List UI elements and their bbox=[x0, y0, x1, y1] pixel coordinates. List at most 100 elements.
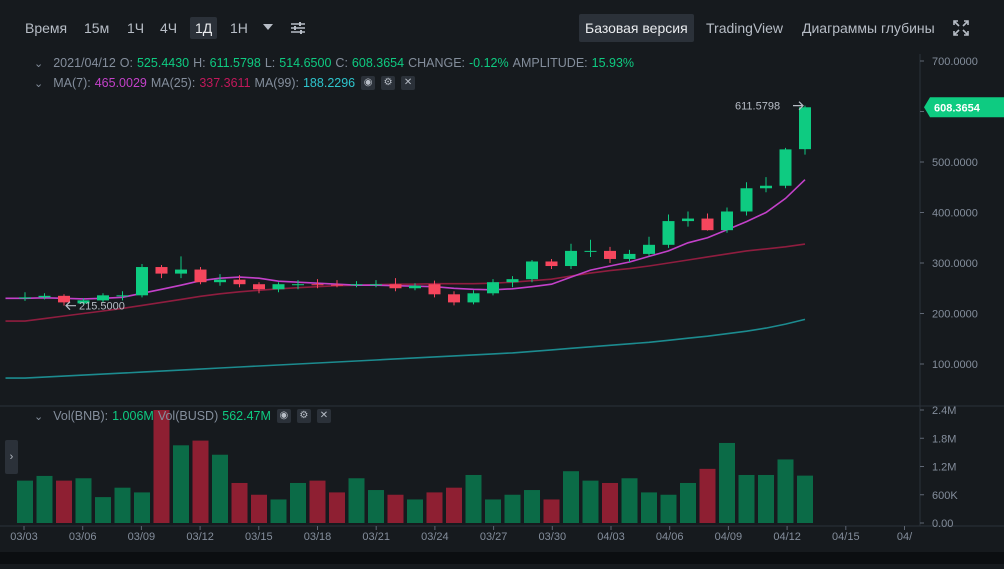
close-icon[interactable]: ✕ bbox=[316, 409, 331, 423]
price-tick-label: 100.0000 bbox=[932, 359, 978, 371]
volume-bar bbox=[485, 499, 501, 523]
candle-body bbox=[136, 267, 148, 296]
candle-body bbox=[545, 261, 558, 267]
candlestick-chart[interactable]: 100.0000 200.0000 300.0000 400.0000 500.0000… bbox=[0, 54, 1004, 564]
candle-body bbox=[682, 218, 694, 222]
vol-quote-value: 562.47M bbox=[222, 409, 271, 423]
volume-bar bbox=[621, 478, 638, 523]
candle-body bbox=[428, 284, 441, 295]
volume-bar bbox=[114, 487, 131, 523]
interval-1d[interactable]: 1Д bbox=[190, 17, 218, 39]
view-tradingview[interactable]: TradingView bbox=[706, 20, 784, 36]
volume-bar bbox=[56, 480, 72, 523]
volume-bar bbox=[719, 442, 735, 523]
candle-body bbox=[311, 284, 324, 286]
time-tick-label: 03/15 bbox=[245, 531, 273, 543]
last-price-label: 608.3654 bbox=[934, 102, 981, 114]
view-depth[interactable]: Диаграммы глубины bbox=[802, 20, 935, 36]
price-tick-label: 200.0000 bbox=[932, 309, 978, 321]
volume-bar bbox=[699, 468, 716, 523]
interval-1w[interactable]: 1Н bbox=[230, 20, 248, 36]
ohlc-open-label: O: bbox=[119, 56, 133, 70]
candle-body bbox=[721, 211, 733, 231]
time-tick-label: 04/03 bbox=[597, 531, 625, 543]
time-label[interactable]: Время bbox=[25, 20, 68, 36]
volume-bar bbox=[446, 487, 462, 523]
candle-body bbox=[623, 253, 636, 259]
fullscreen-icon[interactable] bbox=[952, 19, 970, 37]
candle-body bbox=[233, 279, 246, 285]
low-price-label: 215.5000 bbox=[79, 301, 125, 313]
time-tick-label: 04/12 bbox=[773, 531, 801, 543]
volume-bar bbox=[270, 499, 287, 523]
ohlc-low: 514.6500 bbox=[279, 56, 332, 70]
volume-bar bbox=[426, 492, 443, 523]
candle-body bbox=[584, 250, 597, 252]
ma7-value: 465.0029 bbox=[94, 76, 147, 90]
volume-bar bbox=[465, 474, 482, 523]
ma7-label: MA(7): bbox=[53, 76, 91, 90]
volume-bar bbox=[17, 480, 33, 523]
candle-body bbox=[565, 250, 577, 267]
volume-bar bbox=[290, 482, 306, 523]
volume-bar bbox=[134, 492, 150, 523]
time-tick-label: 03/24 bbox=[421, 531, 449, 543]
volume-bar bbox=[680, 482, 696, 523]
collapse-chevron-icon[interactable]: ⌄ bbox=[34, 77, 44, 90]
collapse-chevron-icon[interactable]: ⌄ bbox=[34, 57, 44, 70]
time-tick-label: 04/06 bbox=[656, 531, 684, 543]
candle-body bbox=[331, 284, 343, 286]
volume-bar bbox=[758, 474, 774, 523]
volume-tick-label: 1.8M bbox=[932, 433, 956, 445]
candle-body bbox=[77, 300, 90, 304]
interval-dropdown-icon[interactable] bbox=[263, 24, 273, 30]
candle-body bbox=[799, 107, 811, 150]
expand-panel-button[interactable]: › bbox=[5, 440, 18, 474]
interval-1h[interactable]: 1Ч bbox=[127, 20, 145, 36]
high-price-label: 611.5798 bbox=[735, 101, 780, 113]
eye-icon[interactable]: ◉ bbox=[361, 76, 376, 90]
settings-icon[interactable]: ⚙ bbox=[296, 409, 311, 423]
candle-body bbox=[506, 279, 519, 283]
close-icon[interactable]: ✕ bbox=[401, 76, 416, 90]
collapse-chevron-icon[interactable]: ⌄ bbox=[34, 410, 44, 423]
indicator-settings-icon[interactable] bbox=[290, 20, 306, 36]
volume-bar bbox=[387, 494, 404, 523]
candle-body bbox=[487, 282, 499, 294]
settings-icon[interactable]: ⚙ bbox=[381, 76, 396, 90]
candle-body bbox=[740, 188, 753, 212]
high-price-arrow bbox=[793, 101, 804, 111]
chart-area[interactable]: 100.0000 200.0000 300.0000 400.0000 500.0000… bbox=[0, 54, 1004, 564]
volume-tick-label: 2.4M bbox=[932, 405, 956, 417]
interval-4h[interactable]: 4Ч bbox=[160, 20, 178, 36]
volume-bar bbox=[543, 499, 560, 523]
time-tick-label: 03/06 bbox=[69, 531, 97, 543]
candle-body bbox=[292, 284, 304, 286]
volume-bar bbox=[153, 410, 170, 523]
price-tick-label: 700.0000 bbox=[932, 56, 978, 68]
ohlc-high-label: H: bbox=[193, 56, 206, 70]
ohlc-high: 611.5798 bbox=[209, 56, 261, 70]
time-tick-label: 04/ bbox=[897, 531, 913, 543]
ohlc-close: 608.3654 bbox=[351, 56, 405, 70]
time-tick-label: 03/27 bbox=[480, 531, 508, 543]
volume-legend: ⌄ Vol(BNB): 1.006M Vol(BUSD) 562.47M ◉ ⚙… bbox=[34, 409, 331, 423]
volume-bar bbox=[173, 445, 189, 523]
ohlc-low-label: L: bbox=[264, 56, 276, 70]
volume-bar bbox=[212, 454, 228, 523]
volume-bar bbox=[797, 475, 813, 523]
interval-15m[interactable]: 15м bbox=[84, 20, 110, 36]
price-tick-label: 300.0000 bbox=[932, 258, 978, 270]
low-price-arrow bbox=[65, 301, 76, 311]
chart-toolbar: Время 15м 1Ч 4Ч 1Д 1Н Базовая версия Tra… bbox=[0, 0, 1004, 54]
candle-body bbox=[526, 261, 538, 280]
vol-quote-label: Vol(BUSD) bbox=[157, 409, 219, 423]
candle-body bbox=[448, 294, 460, 303]
time-tick-label: 03/09 bbox=[128, 531, 156, 543]
volume-bar bbox=[75, 478, 92, 523]
candle-body bbox=[253, 284, 265, 290]
volume-bar bbox=[192, 440, 209, 523]
eye-icon[interactable]: ◉ bbox=[276, 409, 291, 423]
ma25-label: MA(25): bbox=[150, 76, 196, 90]
view-basic[interactable]: Базовая версия bbox=[579, 14, 694, 42]
